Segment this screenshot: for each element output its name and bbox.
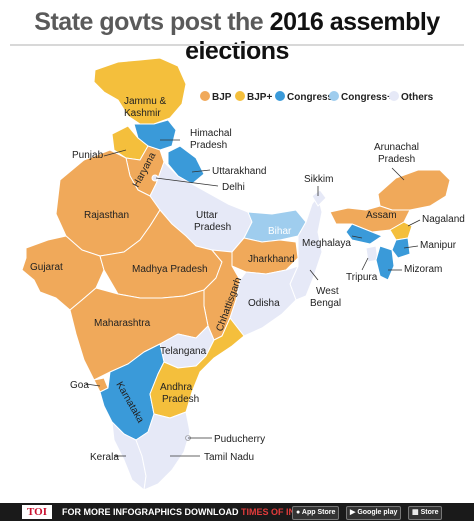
toi-logo[interactable]: TOI (22, 505, 52, 519)
state-sikkim (311, 189, 327, 207)
leader-delhi (155, 177, 219, 187)
label-uttar-pradesh-2: Pradesh (194, 222, 231, 233)
footer-promo-text: FOR MORE INFOGRAPHICS DOWNLOAD TIMES OF … (62, 507, 331, 517)
india-map: BJP BJP+ Congress Congress+ Others Jammu… (21, 57, 465, 491)
footer-bar: TOI FOR MORE INFOGRAPHICS DOWNLOAD TIMES… (0, 503, 474, 521)
windows-store-label: Store (420, 509, 439, 516)
legend-label-bjp: BJP (212, 92, 232, 103)
app-store-label: App Store (301, 509, 336, 516)
label-west-bengal-2: Bengal (310, 298, 341, 309)
google-play-badge[interactable]: ▶ Google play (346, 506, 402, 520)
leader-nagaland (407, 219, 421, 227)
leader-uttarakhand (191, 169, 211, 173)
title-part-2: 2016 assembly elections (185, 8, 440, 65)
windows-icon: ▦ (412, 509, 421, 516)
leader-arunachal (391, 167, 405, 181)
label-rajasthan: Rajasthan (84, 210, 129, 221)
label-andhra-2: Pradesh (162, 394, 199, 405)
state-assam (329, 205, 411, 233)
page-title: State govts post the 2016 assembly elect… (0, 8, 474, 66)
label-puducherry: Puducherry (214, 434, 265, 445)
label-punjab: Punjab (72, 150, 104, 161)
label-delhi: Delhi (222, 182, 245, 193)
label-jammu-kashmir-2: Kashmir (124, 108, 161, 119)
label-himachal-1: Himachal (190, 128, 232, 139)
label-himachal-2: Pradesh (190, 140, 227, 151)
footer-text-red: TIMES OF INDIA APP (241, 507, 331, 517)
state-manipur (391, 237, 411, 259)
state-jammu-kashmir (93, 57, 187, 125)
label-kerala: Kerala (90, 452, 119, 463)
label-jammu-kashmir-1: Jammu & (124, 96, 167, 107)
leader-tripura (361, 257, 369, 271)
state-andhra-pradesh (149, 317, 245, 419)
label-andhra-1: Andhra (160, 382, 193, 393)
legend-swatch-bjp-plus (235, 91, 245, 101)
label-jharkhand: Jharkhand (248, 254, 295, 265)
play-icon: ▶ (350, 509, 358, 516)
label-assam: Assam (366, 210, 397, 221)
label-goa: Goa (70, 380, 89, 391)
leader-manipur (403, 245, 419, 249)
label-arunachal-1: Arunachal (374, 142, 419, 153)
label-mizoram: Mizoram (404, 264, 442, 275)
label-uttarakhand: Uttarakhand (212, 166, 266, 177)
label-maharashtra: Maharashtra (94, 318, 151, 329)
apple-icon: ● (296, 509, 302, 516)
legend: BJP BJP+ Congress Congress+ Others (200, 91, 434, 103)
label-tripura: Tripura (346, 272, 378, 283)
leader-meghalaya (351, 235, 363, 239)
label-gujarat: Gujarat (30, 262, 63, 273)
label-odisha: Odisha (248, 298, 280, 309)
label-telangana: Telangana (160, 346, 207, 357)
label-tamil-nadu: Tamil Nadu (204, 452, 254, 463)
legend-label-congress-plus: Congress+ (341, 92, 393, 103)
label-meghalaya: Meghalaya (302, 238, 351, 249)
app-store-badge[interactable]: ● App Store (292, 506, 340, 520)
leader-goa (85, 383, 101, 387)
label-manipur: Manipur (420, 240, 457, 251)
label-uttar-pradesh-1: Uttar (196, 210, 218, 221)
label-nagaland: Nagaland (422, 214, 465, 225)
legend-swatch-congress (275, 91, 285, 101)
state-nagaland (389, 221, 413, 241)
state-mizoram (375, 245, 395, 281)
windows-store-badge[interactable]: ▦ Store (408, 506, 443, 520)
label-arunachal-2: Pradesh (378, 154, 415, 165)
legend-swatch-others (389, 91, 399, 101)
footer-text-white: FOR MORE INFOGRAPHICS DOWNLOAD (62, 507, 241, 517)
label-bihar: Bihar (268, 226, 292, 237)
google-play-label: Google play (357, 509, 398, 516)
label-madhya-pradesh: Madhya Pradesh (132, 264, 208, 275)
legend-label-bjp-plus: BJP+ (247, 92, 272, 103)
label-west-bengal-1: West (316, 286, 339, 297)
leader-punjab (103, 149, 127, 157)
state-bihar (243, 209, 307, 243)
state-tamil-nadu (135, 411, 191, 491)
title-rule (10, 44, 464, 46)
title-part-1: State govts post the (34, 8, 270, 36)
state-meghalaya (345, 223, 383, 245)
legend-swatch-bjp (200, 91, 210, 101)
legend-swatch-congress-plus (329, 91, 339, 101)
legend-label-others: Others (401, 92, 434, 103)
state-arunachal-pradesh (377, 169, 451, 211)
label-sikkim: Sikkim (304, 174, 333, 185)
leader-west-bengal (309, 269, 319, 281)
legend-label-congress: Congress (287, 92, 334, 103)
